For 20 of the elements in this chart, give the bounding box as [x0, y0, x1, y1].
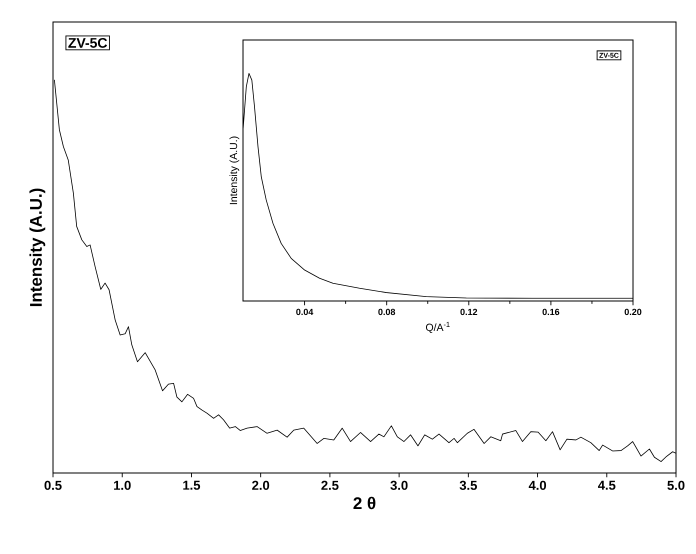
x-tick-label: 5.0: [667, 480, 684, 490]
x-axis-title: 2 θ: [353, 496, 376, 510]
x-tick-label: 0.20: [624, 308, 642, 316]
x-tick-label: 0.04: [296, 308, 314, 316]
x-tick-label: 0.16: [542, 308, 560, 316]
x-tick-label: 4.5: [598, 480, 616, 490]
x-tick-label: 2.5: [321, 480, 339, 490]
x-tick-label: 1.0: [114, 480, 131, 490]
text: ZV-5C: [68, 38, 108, 48]
x-axis-title: Q/A$^{-1}$: [426, 322, 450, 333]
x-tick-label: 0.12: [460, 308, 478, 316]
y-axis-title: Intensity (A.U.): [229, 136, 240, 204]
x-tick-label: 3.0: [390, 480, 408, 490]
y-axis-title: Intensity (A.U.): [29, 188, 46, 306]
x-tick-label: 2.0: [252, 480, 270, 490]
x-tick-label: 1.5: [183, 480, 200, 490]
x-tick-label: 4.0: [528, 480, 546, 490]
x-tick-label: 0.5: [44, 480, 62, 490]
x-tick-label: 3.5: [460, 480, 477, 490]
x-tick-label: 0.08: [378, 308, 396, 316]
